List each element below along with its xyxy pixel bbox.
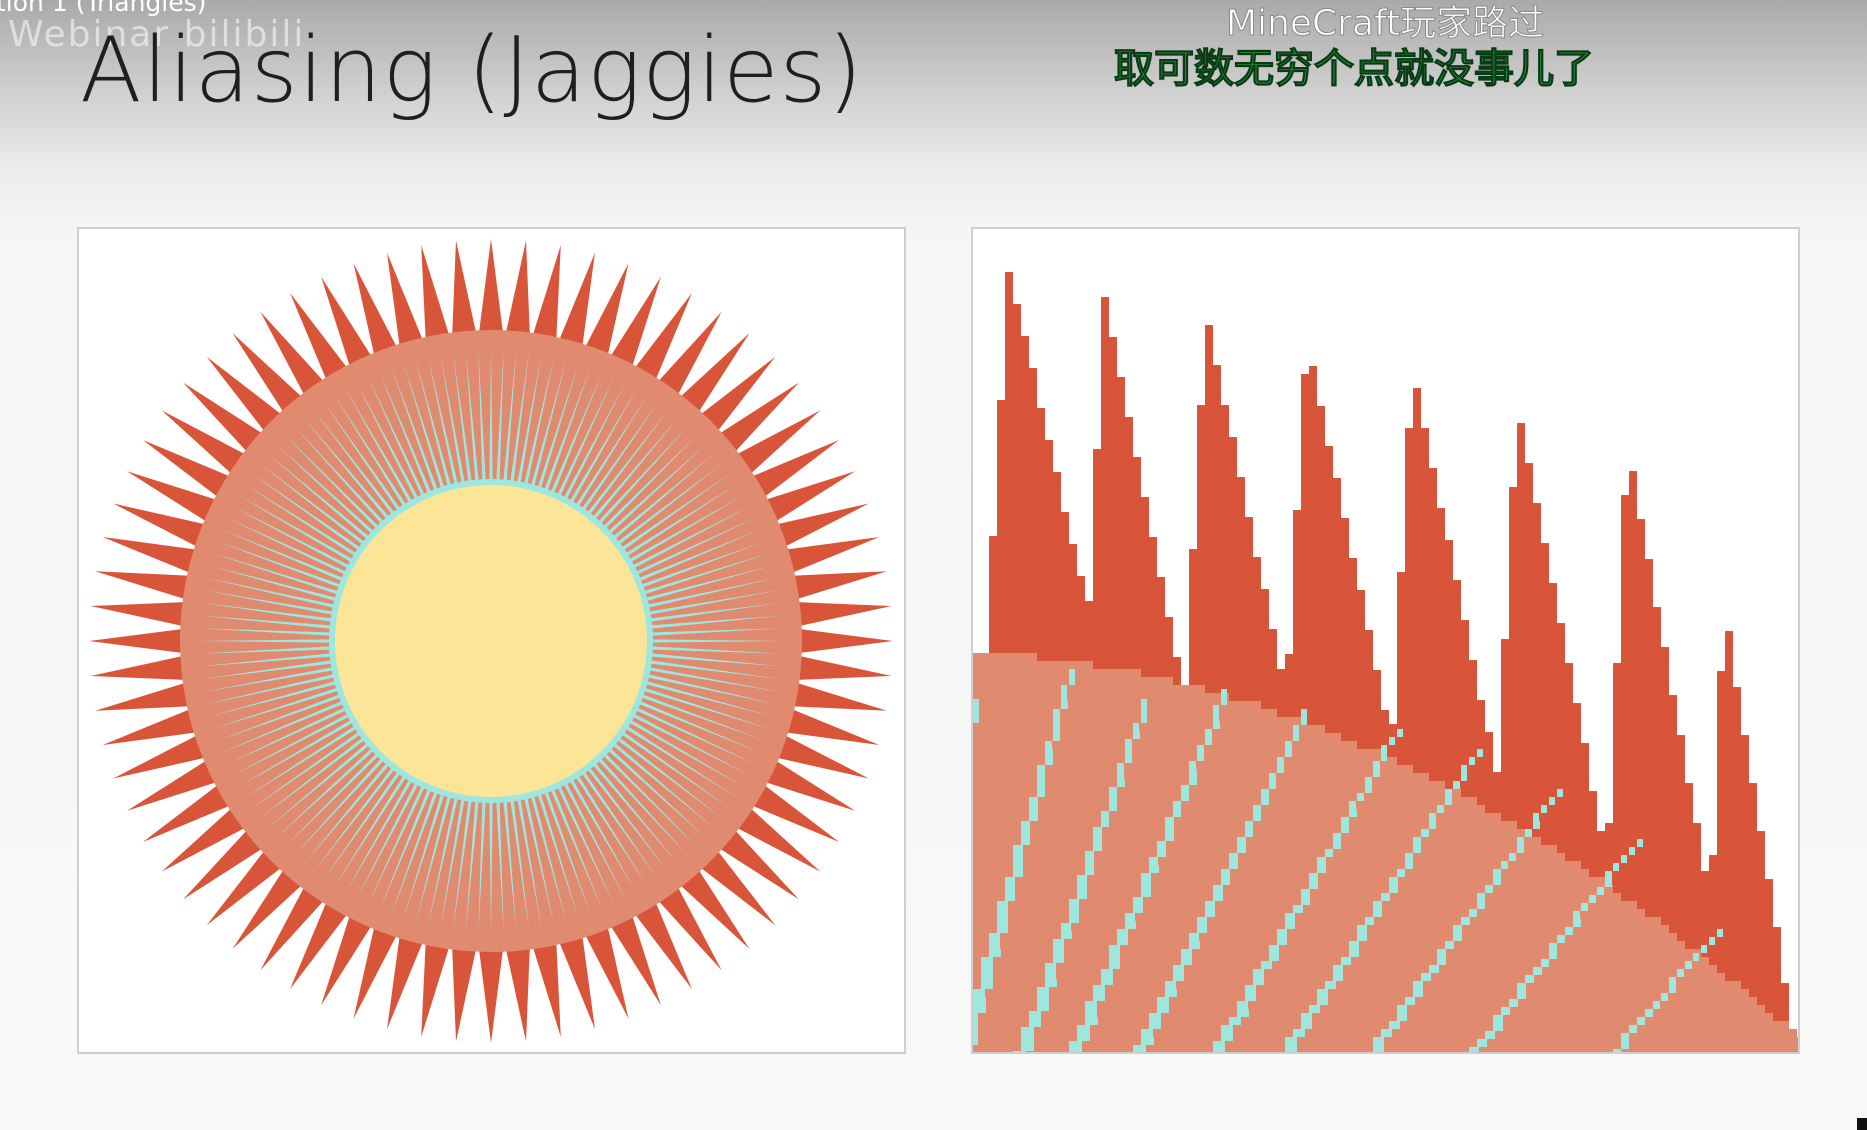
salmon-ring-zoomed bbox=[973, 653, 1798, 1052]
cyan-rays bbox=[199, 349, 783, 933]
corner-mark bbox=[1857, 1118, 1867, 1130]
sunburst-figure bbox=[89, 239, 893, 1043]
cyan-rays-zoomed bbox=[973, 669, 1723, 1052]
yellow-center bbox=[335, 485, 647, 797]
video-caption: tion 1 (Triangles) bbox=[0, 0, 207, 17]
aliased-zoom-figure bbox=[973, 272, 1798, 1052]
spike-ring bbox=[89, 239, 893, 1043]
bilibili-watermark: Webinar bilibili bbox=[8, 14, 306, 55]
spike-ring-zoomed bbox=[981, 272, 1797, 1052]
figure-right-panel bbox=[971, 227, 1800, 1054]
figure-left-panel bbox=[77, 227, 906, 1054]
danmaku-comment-2: 取可数无穷个点就没事儿了 bbox=[1114, 46, 1595, 93]
danmaku-comment-1: MineCraft玩家路过 bbox=[1225, 3, 1545, 45]
slide-title: Aliasing (Jaggies) bbox=[80, 18, 864, 123]
